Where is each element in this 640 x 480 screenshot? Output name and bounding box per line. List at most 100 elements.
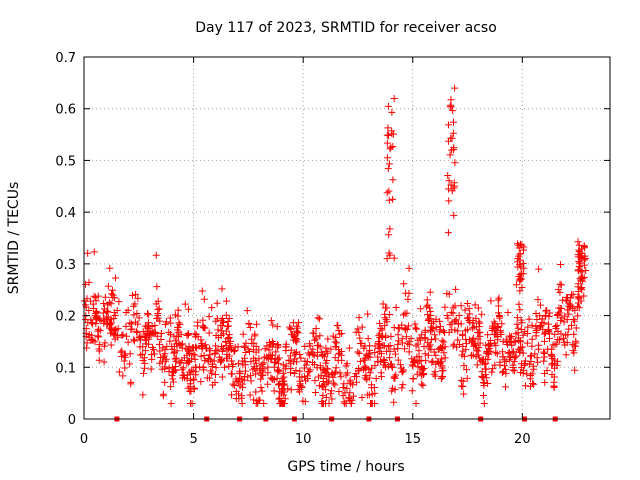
data-point [161, 350, 169, 358]
data-point [364, 310, 372, 318]
data-point [218, 347, 226, 355]
data-point [306, 366, 314, 374]
data-point [574, 238, 582, 246]
data-point [515, 300, 523, 308]
data-point [191, 330, 199, 338]
data-point [544, 326, 552, 334]
data-point [84, 249, 92, 257]
data-point [290, 370, 298, 378]
data-point [574, 312, 582, 320]
data-point [374, 353, 382, 361]
data-point [279, 369, 287, 377]
data-point [452, 285, 460, 293]
data-point [255, 355, 263, 363]
data-point [246, 391, 254, 399]
data-point [194, 318, 202, 326]
data-point [314, 373, 322, 381]
data-point [546, 309, 554, 317]
data-point [565, 310, 573, 318]
data-point [443, 290, 451, 298]
data-point [338, 329, 346, 337]
data-point [392, 371, 400, 379]
data-point [384, 362, 392, 370]
data-point [358, 323, 366, 331]
data-point [424, 351, 432, 359]
data-point [155, 340, 163, 348]
data-point [557, 330, 565, 338]
data-point [439, 367, 447, 375]
data-point [108, 319, 116, 327]
data-point [569, 341, 577, 349]
data-point [536, 323, 544, 331]
data-point [157, 329, 165, 337]
data-point [265, 338, 273, 346]
data-point [577, 252, 585, 260]
data-point [355, 366, 363, 374]
data-point [350, 392, 358, 400]
data-point [551, 340, 559, 348]
data-point [420, 364, 428, 372]
data-point [551, 330, 559, 338]
data-point [104, 282, 112, 290]
data-point [550, 356, 558, 364]
data-point [331, 338, 339, 346]
data-point [383, 139, 391, 147]
data-point [468, 324, 476, 332]
data-point [264, 380, 272, 388]
data-point [508, 341, 516, 349]
data-point [512, 330, 520, 338]
data-point [83, 339, 91, 347]
data-point [142, 334, 150, 342]
data-points [80, 84, 590, 422]
data-point [377, 369, 385, 377]
data-point [473, 346, 481, 354]
data-point [192, 363, 200, 371]
data-point [327, 345, 335, 353]
data-point [465, 305, 473, 313]
data-point [405, 264, 413, 272]
data-point [258, 360, 266, 368]
data-point [115, 298, 123, 306]
data-point [185, 350, 193, 358]
data-point [480, 399, 488, 407]
data-point [205, 329, 213, 337]
data-point [385, 131, 393, 139]
data-point [575, 304, 583, 312]
y-tick-label: 0.1 [55, 361, 76, 376]
data-point [292, 367, 300, 375]
data-point [228, 370, 236, 378]
data-point [528, 352, 536, 360]
data-point [443, 312, 451, 320]
x-tick-label: 20 [514, 432, 531, 447]
data-point [394, 324, 402, 332]
data-point [440, 349, 448, 357]
data-point [366, 369, 374, 377]
data-point [346, 378, 354, 386]
data-point [498, 348, 506, 356]
data-point [197, 352, 205, 360]
data-point [436, 317, 444, 325]
data-point [386, 354, 394, 362]
data-point [516, 347, 524, 355]
data-point [149, 329, 157, 337]
data-point [533, 354, 541, 362]
data-point [399, 381, 407, 389]
data-point [411, 320, 419, 328]
data-point [105, 324, 113, 332]
data-point [274, 342, 282, 350]
data-point [408, 387, 416, 395]
data-point [147, 365, 155, 373]
data-point [474, 335, 482, 343]
data-point [447, 134, 455, 142]
data-point [474, 304, 482, 312]
data-point [152, 300, 160, 308]
data-point [455, 311, 463, 319]
data-point [335, 387, 343, 395]
data-point [518, 364, 526, 372]
data-point [199, 322, 207, 330]
data-point [260, 399, 268, 407]
data-point [563, 293, 571, 301]
data-point [380, 357, 388, 365]
data-point [279, 361, 287, 369]
data-point [95, 345, 103, 353]
